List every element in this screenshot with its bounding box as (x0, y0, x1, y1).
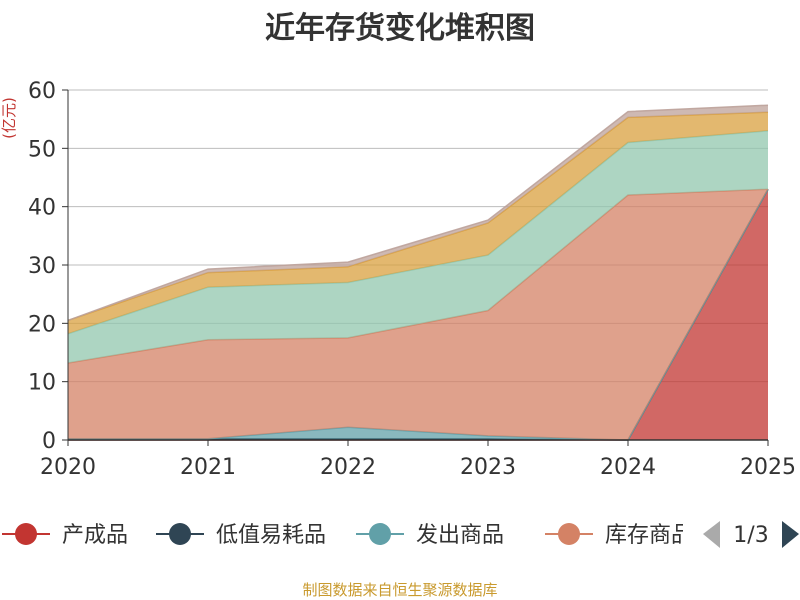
y-tick-label: 40 (28, 196, 56, 221)
legend-item-0[interactable]: 产成品 (2, 523, 128, 548)
x-tick-label: 2022 (320, 455, 376, 480)
y-tick-label: 20 (28, 312, 56, 337)
legend-marker (169, 523, 191, 545)
y-tick-label: 30 (28, 254, 56, 279)
x-tick-label: 2020 (40, 455, 96, 480)
series-line-6 (67, 104, 769, 322)
legend-marker (369, 523, 391, 545)
y-tick-label: 10 (28, 371, 56, 396)
area-5 (68, 112, 768, 334)
legend-item-2[interactable]: 发出商品 (356, 523, 504, 548)
legend-label: 库存商品 (605, 523, 693, 548)
x-tick-label: 2024 (600, 455, 656, 480)
legend-marker (558, 523, 580, 545)
area-3 (68, 189, 768, 440)
legend-pager: 1/3 (703, 521, 799, 548)
x-tick-label: 2025 (740, 455, 796, 480)
legend-label: 发出商品 (416, 523, 504, 548)
y-axis-unit: (亿元) (0, 97, 18, 139)
y-tick-label: 0 (42, 429, 56, 454)
area-0 (68, 189, 768, 440)
x-tick-label: 2021 (180, 455, 236, 480)
legend-label: 低值易耗品 (216, 523, 326, 548)
x-tick-label: 2023 (460, 455, 516, 480)
legend: 产成品 低值易耗品 发出商品 库存商品 (2, 523, 693, 548)
axes: 0 10 20 30 40 50 60 2020 2021 2022 2023 2024 2025 (28, 79, 796, 480)
legend-marker (15, 523, 37, 545)
legend-label: 产成品 (62, 523, 128, 548)
legend-next-icon[interactable] (782, 521, 799, 548)
area-series (67, 104, 769, 441)
source-note: 制图数据来自恒生聚源数据库 (302, 581, 497, 599)
legend-prev-icon[interactable] (703, 521, 720, 548)
y-tick-label: 60 (28, 79, 56, 104)
legend-item-1[interactable]: 低值易耗品 (156, 523, 326, 548)
area-4 (68, 130, 768, 363)
chart-title: 近年存货变化堆积图 (265, 11, 535, 46)
series-line-3 (67, 188, 769, 364)
y-tick-label: 50 (28, 137, 56, 162)
legend-page-indicator: 1/3 (733, 523, 768, 548)
legend-item-3[interactable]: 库存商品 (545, 523, 693, 548)
